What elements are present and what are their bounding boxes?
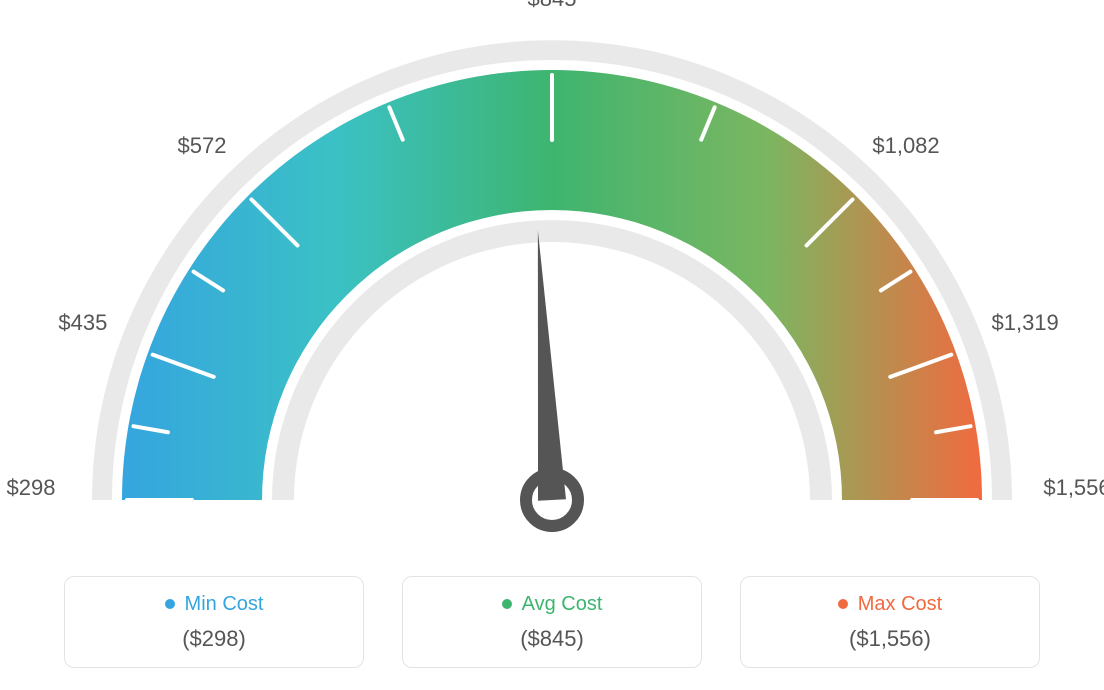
gauge-tick-label: $1,319 [991,310,1058,336]
cost-gauge-chart: $298 $435 $572 $845 $1,082 $1,319 $1,556 [0,0,1104,560]
legend-card-min: Min Cost ($298) [64,576,364,668]
gauge-tick-label: $845 [528,0,577,12]
legend-row: Min Cost ($298) Avg Cost ($845) Max Cost… [0,576,1104,668]
legend-value-max: ($1,556) [849,626,931,652]
legend-card-max: Max Cost ($1,556) [740,576,1040,668]
gauge-tick-label: $298 [7,475,56,501]
gauge-tick-label: $1,082 [872,133,939,159]
legend-value-avg: ($845) [520,626,584,652]
legend-dot-max [838,599,848,609]
legend-dot-avg [502,599,512,609]
legend-title-avg: Avg Cost [522,593,603,616]
gauge-tick-label: $1,556 [1043,475,1104,501]
legend-title-min: Min Cost [185,593,264,616]
legend-card-avg: Avg Cost ($845) [402,576,702,668]
legend-value-min: ($298) [182,626,246,652]
gauge-tick-label: $572 [177,133,226,159]
gauge-tick-label: $435 [58,310,107,336]
legend-dot-min [165,599,175,609]
legend-title-max: Max Cost [858,593,942,616]
